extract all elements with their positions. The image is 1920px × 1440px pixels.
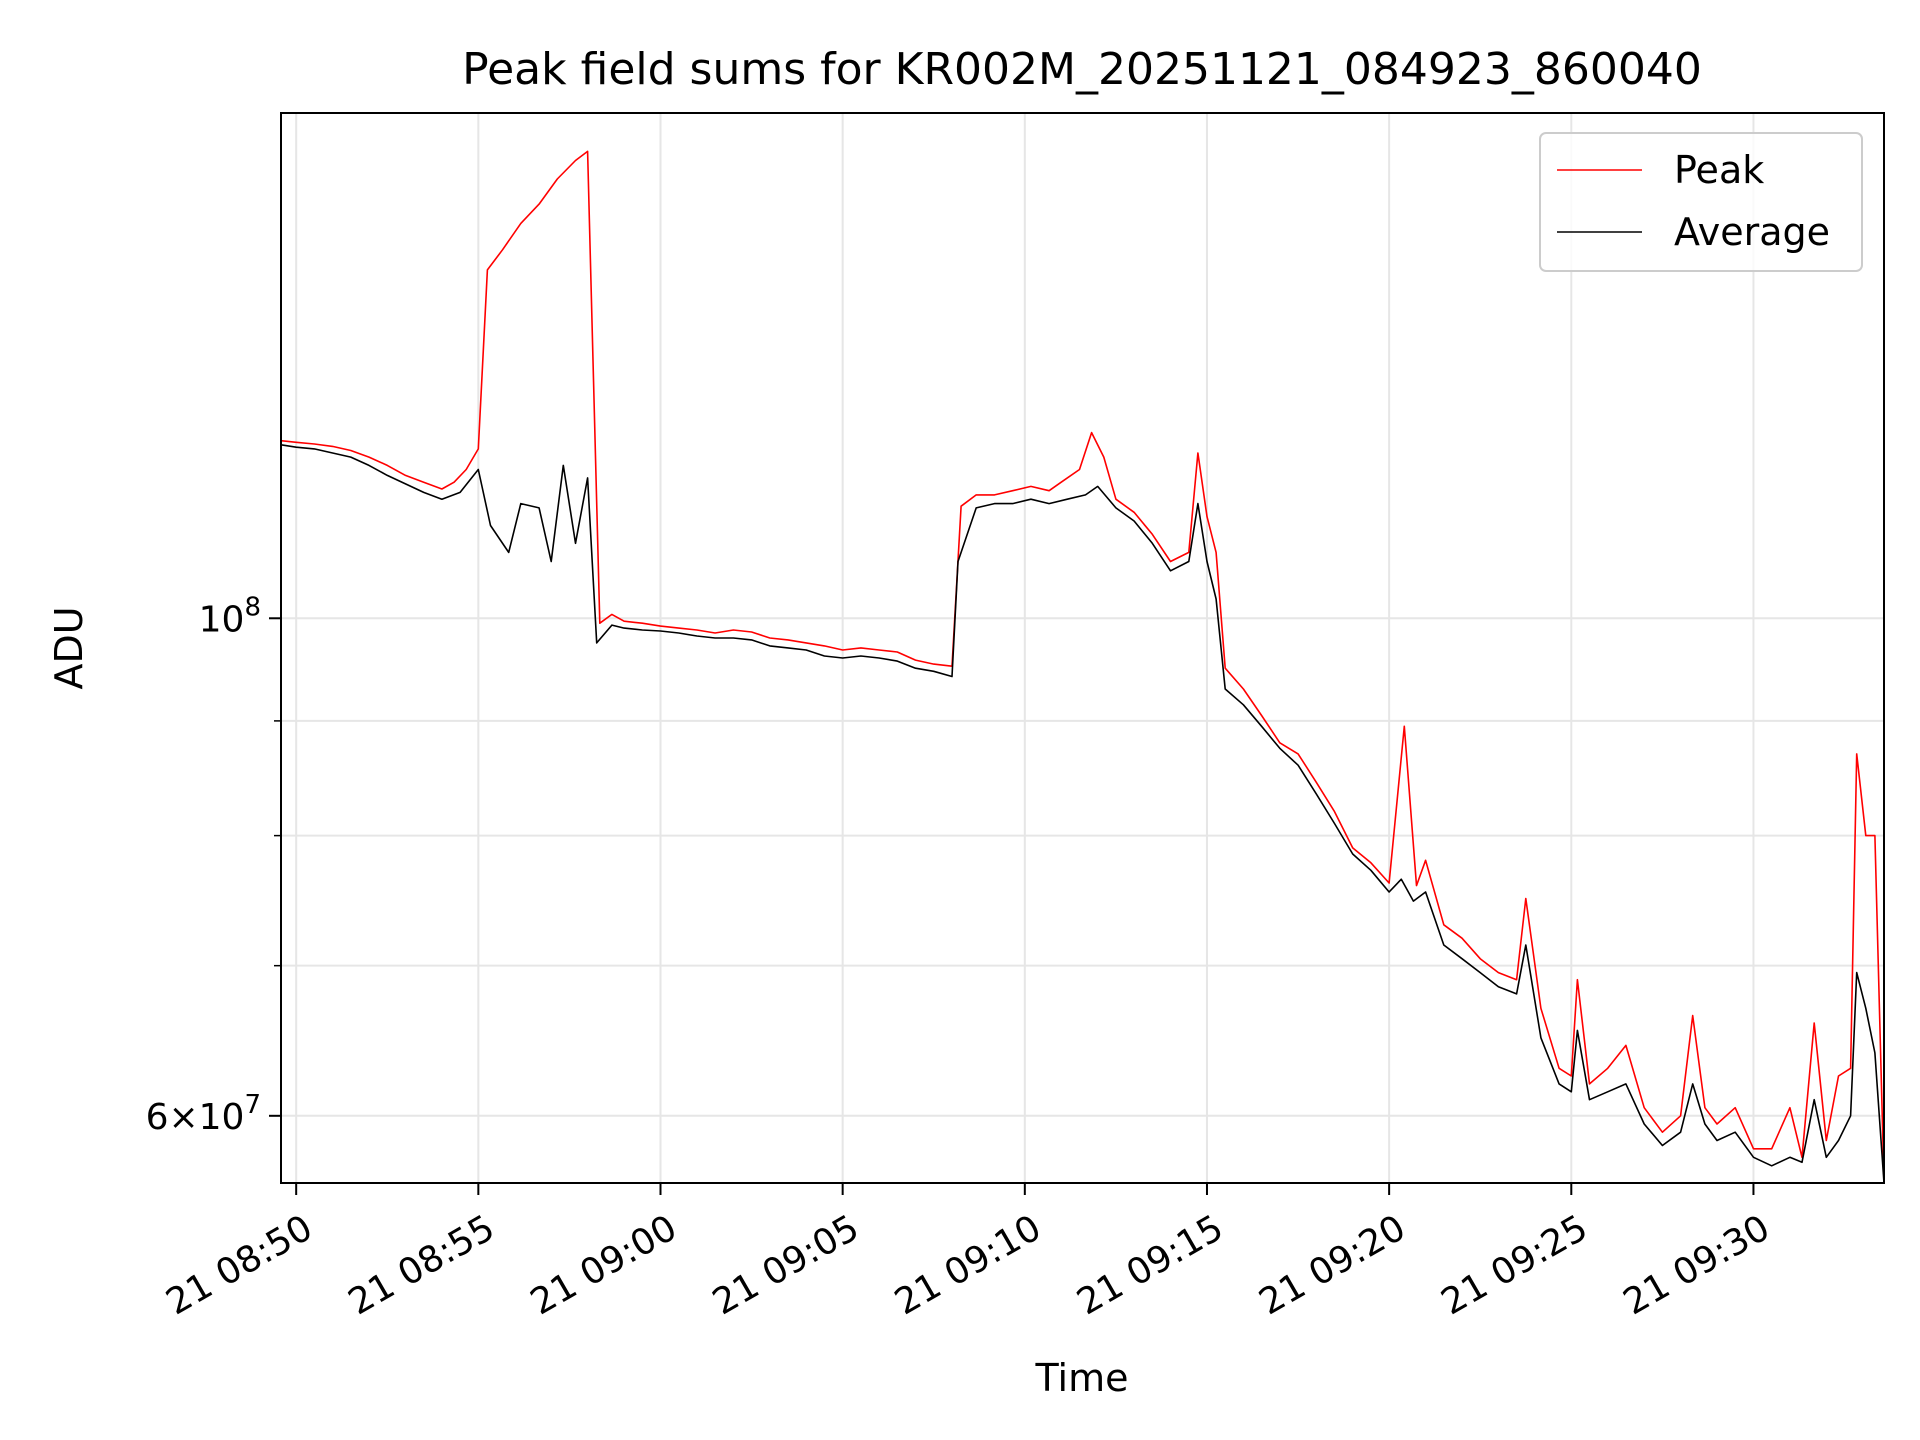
y-axis-label: ADU <box>47 606 91 689</box>
x-axis-label: Time <box>1035 1356 1129 1400</box>
legend-frame <box>1539 132 1863 272</box>
plot-frame <box>280 112 1885 1184</box>
legend-label-average: Average <box>1674 210 1830 254</box>
y-tick-label: 108 <box>199 592 261 640</box>
y-tick-label: 6×107 <box>146 1090 261 1138</box>
chart-title: Peak field sums for KR002M_20251121_0849… <box>462 44 1702 95</box>
y-axis: 6×107 108 <box>146 592 281 1138</box>
data-lines <box>281 150 1884 1183</box>
legend: Peak Average <box>1539 132 1863 272</box>
legend-label-peak: Peak <box>1674 148 1764 192</box>
grid-lines <box>281 113 1884 1183</box>
series-line-peak <box>281 150 1884 1183</box>
series-line-average <box>281 444 1884 1183</box>
